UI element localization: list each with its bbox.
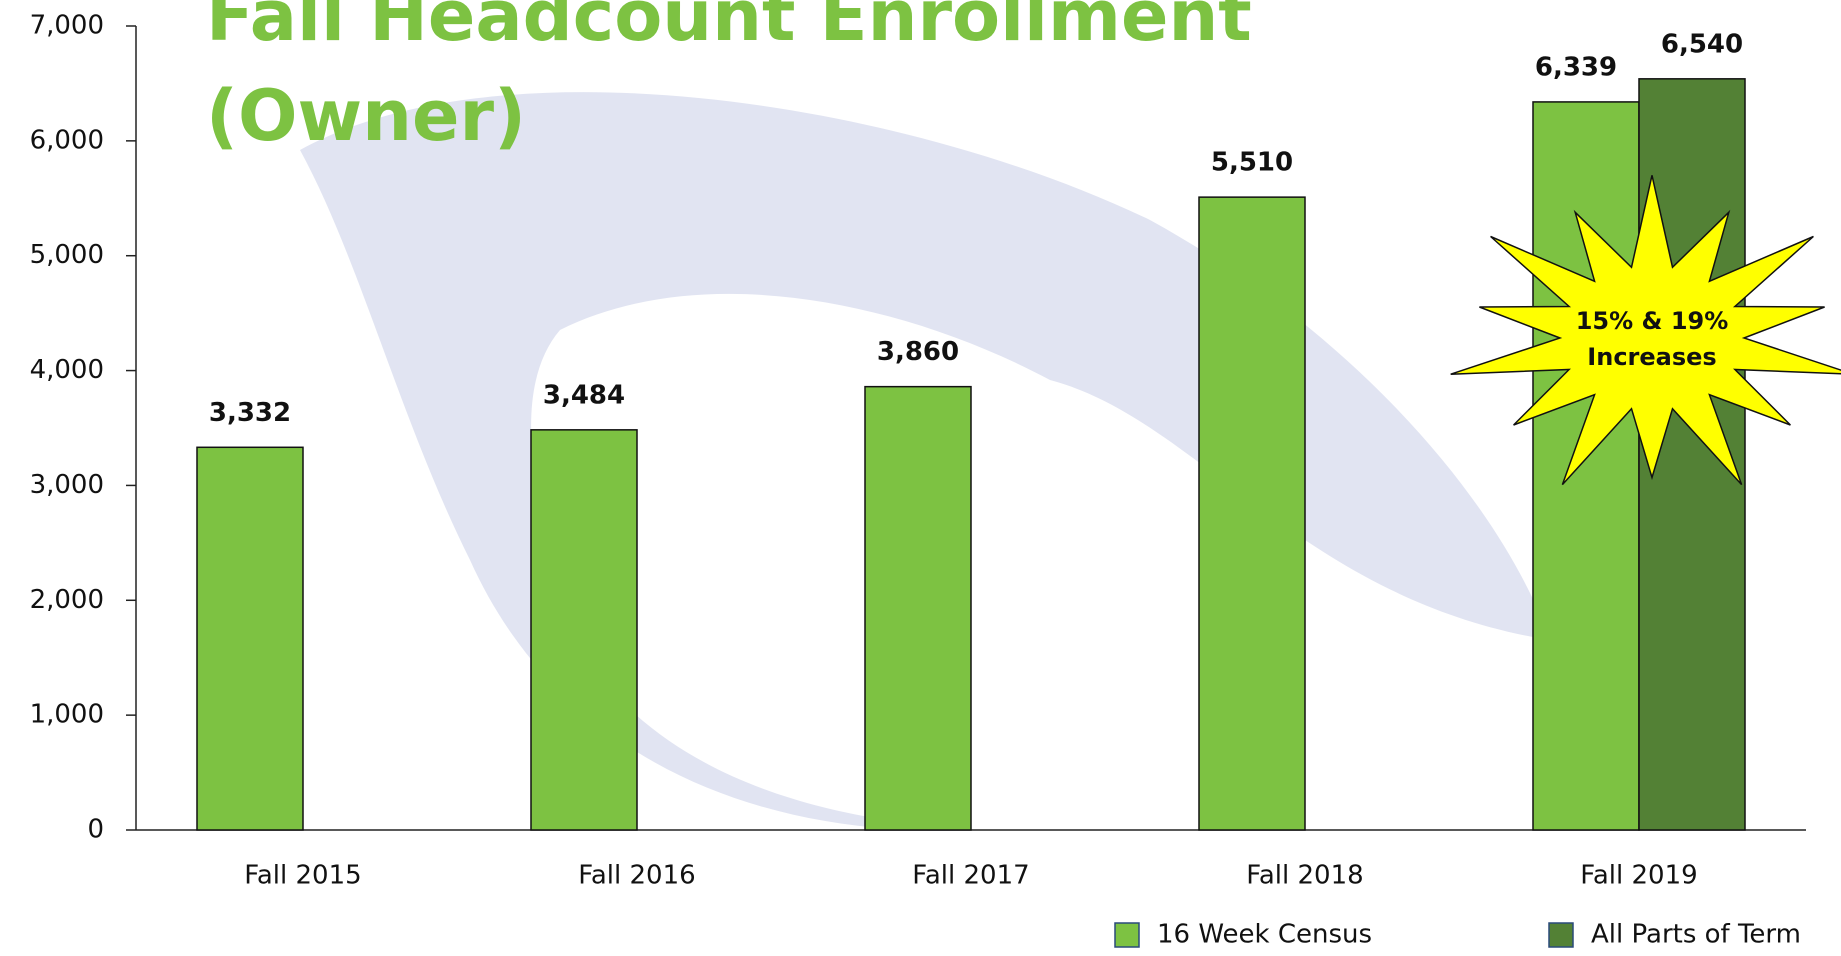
x-tick-label: Fall 2017 — [912, 861, 1029, 891]
bar — [1198, 196, 1306, 831]
value-label: 3,860 — [877, 337, 959, 367]
bar — [530, 429, 638, 831]
value-label: 3,484 — [543, 380, 625, 410]
bar — [196, 446, 304, 831]
y-tick-label: 1,000 — [30, 700, 104, 730]
starburst — [1450, 175, 1841, 486]
legend-swatch — [1114, 922, 1140, 948]
y-tick-label: 7,000 — [30, 11, 104, 41]
x-tick-label: Fall 2015 — [244, 861, 361, 891]
value-label: 3,332 — [209, 398, 291, 428]
value-label: 6,540 — [1661, 29, 1743, 59]
y-tick-label: 4,000 — [30, 355, 104, 385]
annotation: 15% & 19% — [1576, 307, 1729, 335]
y-tick-label: 6,000 — [30, 125, 104, 155]
x-tick-label: Fall 2018 — [1246, 861, 1363, 891]
legend-label: 16 Week Census — [1157, 920, 1372, 950]
chart-title: Fall Headcount Enrollment — [206, 0, 1252, 57]
y-tick-label: 5,000 — [30, 240, 104, 270]
annotation: Increases — [1587, 343, 1716, 371]
x-tick-label: Fall 2019 — [1580, 861, 1697, 891]
y-tick-label: 2,000 — [30, 585, 104, 615]
x-tick-label: Fall 2016 — [578, 861, 695, 891]
legend-swatch — [1548, 922, 1574, 948]
value-label: 5,510 — [1211, 148, 1293, 178]
y-tick-label: 3,000 — [30, 470, 104, 500]
bar — [864, 385, 972, 831]
chart-title: (Owner) — [206, 75, 526, 157]
legend-label: All Parts of Term — [1591, 920, 1801, 950]
value-label: 6,339 — [1535, 52, 1617, 82]
y-tick-label: 0 — [87, 815, 104, 845]
bar — [1532, 101, 1640, 831]
